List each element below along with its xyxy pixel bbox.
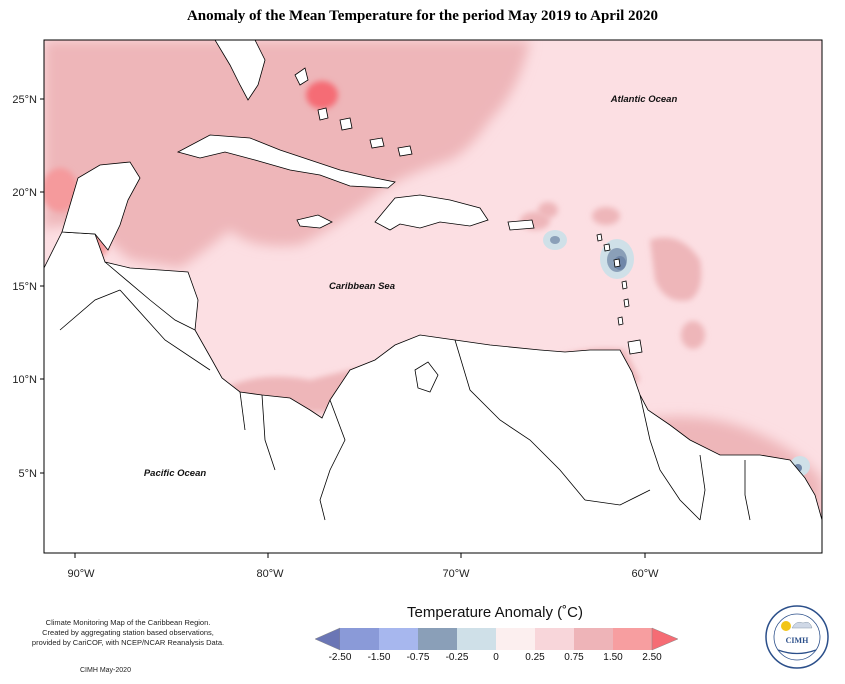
lat-label-10n: 10°N (12, 374, 37, 386)
colorbar-tick: -1.50 (368, 652, 391, 663)
pacific-ocean-label: Pacific Ocean (144, 468, 207, 479)
lon-label-70w: 70°W (442, 568, 470, 580)
lat-label-25n: 25°N (12, 94, 37, 106)
colorbar-segment (418, 628, 457, 650)
cloud-icon (791, 621, 813, 629)
colorbar-segment (613, 628, 652, 650)
map-title: Anomaly of the Mean Temperature for the … (186, 8, 659, 24)
coastlines (44, 40, 822, 553)
colorbar-tick: 2.50 (642, 652, 662, 663)
colorbar-segment (574, 628, 613, 650)
colorbar-arrow-high (651, 627, 679, 651)
map-frame (43, 39, 823, 554)
credits-stamp: CIMH May-2020 (80, 667, 131, 674)
colorbar-tick: -2.50 (329, 652, 352, 663)
colorbar-tick: 0 (493, 652, 499, 663)
colorbar-segment (457, 628, 496, 650)
colorbar-tick: 1.50 (603, 652, 623, 663)
colorbar-tick: -0.25 (446, 652, 469, 663)
lat-label-5n: 5°N (19, 468, 38, 480)
credits-line-2: Created by aggregating station based obs… (42, 628, 214, 637)
colorbar-segment (496, 628, 535, 650)
lon-label-80w: 80°W (256, 568, 284, 580)
cimh-logo: CIMH (765, 605, 829, 669)
lon-label-90w: 90°W (67, 568, 95, 580)
lat-label-20n: 20°N (12, 187, 37, 199)
latitude-axis: 25°N 20°N 15°N 10°N 5°N (12, 94, 44, 480)
colorbar: -2.50 -1.50 -0.75 -0.25 0 0.25 0.75 1.50… (314, 627, 679, 663)
logo-text: CIMH (786, 636, 809, 645)
colorbar-tick: -0.75 (407, 652, 430, 663)
colorbar-tick: 0.25 (525, 652, 545, 663)
credits-line-1: Climate Monitoring Map of the Caribbean … (45, 618, 211, 627)
legend-title: Temperature Anomaly (˚C) (407, 604, 583, 621)
colorbar-segment (340, 628, 379, 650)
lon-label-60w: 60°W (631, 568, 659, 580)
atlantic-ocean-label: Atlantic Ocean (610, 94, 678, 105)
longitude-axis: 90°W 80°W 70°W 60°W (67, 553, 659, 580)
credits-line-3: provided by CariCOF, with NCEP/NCAR Rean… (31, 638, 225, 647)
caribbean-sea-label: Caribbean Sea (329, 281, 395, 292)
colorbar-tick: 0.75 (564, 652, 584, 663)
lat-label-15n: 15°N (12, 281, 37, 293)
credits-block: Climate Monitoring Map of the Caribbean … (28, 618, 228, 648)
sun-icon (781, 621, 791, 631)
colorbar-segment (379, 628, 418, 650)
colorbar-arrow-low (314, 627, 341, 651)
colorbar-segment (535, 628, 574, 650)
